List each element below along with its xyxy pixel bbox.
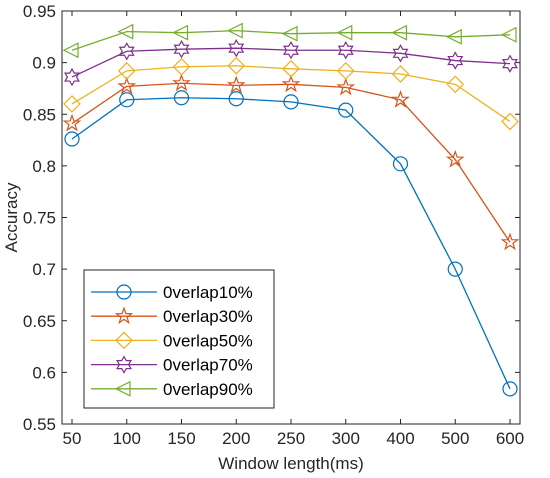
legend-item: 0verlap10% — [91, 283, 253, 302]
legend-label: 0verlap30% — [163, 307, 253, 326]
data-point — [64, 131, 80, 147]
data-point — [337, 41, 354, 60]
plot-frame — [61, 10, 521, 425]
x-tick-labels: 50 100 150 200 250 300 400 500 600 — [63, 429, 525, 448]
data-point — [173, 90, 190, 106]
y-tick-label: 0.9 — [32, 54, 56, 73]
data-point — [228, 91, 244, 107]
legend-box — [83, 269, 275, 409]
data-point — [228, 38, 245, 58]
data-point — [445, 149, 465, 168]
legend-label: 0verlap50% — [163, 331, 253, 350]
y-tick-label: 0.7 — [32, 260, 56, 279]
x-tick-label: 600 — [496, 429, 524, 448]
legend-item: 0verlap50% — [91, 331, 253, 350]
data-point — [173, 39, 190, 59]
data-point — [117, 23, 134, 40]
legend-marker — [115, 331, 133, 350]
x-tick-label: 400 — [386, 429, 414, 448]
data-point — [62, 113, 82, 132]
data-point — [172, 73, 191, 92]
series-1 — [64, 90, 518, 397]
x-tick-label: 500 — [441, 429, 469, 448]
data-point — [502, 381, 518, 397]
series-line — [71, 82, 511, 243]
data-point — [282, 59, 300, 78]
data-point — [336, 62, 355, 80]
series-3 — [63, 56, 519, 131]
data-point — [391, 24, 408, 41]
data-point — [502, 54, 518, 73]
legend-item: 0verlap70% — [91, 355, 253, 375]
data-point — [500, 26, 517, 43]
data-point — [392, 156, 409, 172]
legend-item: 0verlap90% — [91, 380, 253, 399]
data-point — [64, 67, 80, 87]
series-2 — [62, 73, 520, 251]
data-point — [62, 42, 79, 59]
series-4 — [64, 38, 518, 87]
data-point — [338, 102, 354, 118]
data-point — [118, 42, 135, 61]
data-point — [500, 232, 520, 251]
x-tick-label: 200 — [222, 429, 250, 448]
data-point — [226, 75, 246, 94]
data-point — [447, 51, 464, 70]
tick-marks — [62, 10, 520, 425]
legend-marker — [114, 380, 131, 397]
data-point — [391, 89, 410, 108]
data-point — [281, 74, 301, 93]
data-point — [117, 76, 137, 95]
data-point — [63, 95, 81, 113]
data-point — [446, 75, 465, 94]
y-axis-label: Accuracy — [2, 182, 21, 252]
x-tick-label: 300 — [332, 429, 360, 448]
data-point — [172, 24, 189, 41]
data-point — [172, 57, 191, 76]
series-5 — [62, 22, 517, 59]
series-line — [71, 47, 511, 78]
legend-label: 0verlap90% — [163, 380, 253, 399]
series-lines — [62, 22, 520, 397]
y-tick-label: 0.6 — [32, 363, 56, 382]
data-point — [391, 65, 410, 83]
data-point — [117, 62, 136, 80]
legend-label: 0verlap10% — [163, 283, 253, 302]
data-point — [445, 28, 462, 45]
x-tick-label: 100 — [113, 429, 141, 448]
y-tick-labels: 0.55 0.6 0.65 0.7 0.75 0.8 0.85 0.9 0.95 — [23, 2, 56, 434]
series-line — [71, 29, 511, 51]
data-point — [119, 92, 135, 108]
data-point — [227, 56, 246, 75]
data-point — [226, 22, 243, 39]
y-tick-label: 0.85 — [23, 105, 56, 124]
legend-item: 0verlap30% — [91, 306, 253, 326]
legend-marker — [116, 355, 132, 374]
y-tick-label: 0.75 — [23, 209, 56, 228]
legend: 0verlap10% 0verlap30% 0verlap50% 0verlap70%… — [83, 269, 275, 409]
y-tick-label: 0.95 — [23, 2, 56, 21]
data-point — [283, 94, 299, 110]
y-tick-label: 0.8 — [32, 157, 56, 176]
data-point — [392, 44, 409, 63]
x-tick-label: 250 — [277, 429, 305, 448]
data-point — [447, 261, 463, 277]
x-tick-label: 150 — [167, 429, 195, 448]
legend-marker — [114, 306, 134, 325]
data-point — [336, 24, 353, 41]
series-line — [71, 97, 511, 390]
data-point — [501, 112, 519, 131]
legend-marker — [116, 284, 132, 300]
y-tick-label: 0.65 — [23, 312, 56, 331]
data-point — [336, 77, 356, 96]
x-tick-label: 50 — [63, 429, 82, 448]
legend-label: 0verlap70% — [163, 356, 253, 375]
series-line — [71, 65, 511, 123]
data-point — [283, 41, 299, 60]
y-tick-label: 0.55 — [23, 415, 56, 434]
x-axis-label: Window length(ms) — [218, 454, 364, 473]
data-point — [281, 25, 298, 42]
